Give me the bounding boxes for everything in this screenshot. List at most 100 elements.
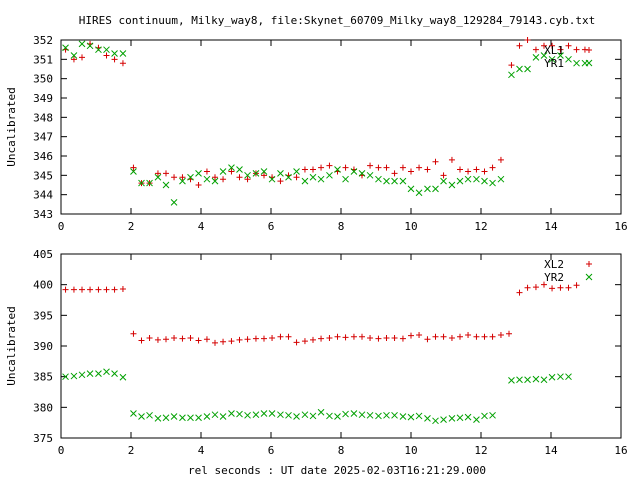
data-point-yr2 (557, 373, 564, 381)
x-tick-label: 12 (474, 444, 487, 457)
legend-marker-yr1 (585, 59, 593, 67)
data-point-yr2 (86, 370, 94, 377)
y-axis-label: Uncalibrated (5, 306, 18, 385)
data-point-yr1 (334, 166, 341, 173)
data-point-xl2 (163, 336, 169, 343)
data-point-xl1 (293, 174, 300, 181)
y-tick-label: 349 (33, 92, 53, 105)
data-point-xl2 (573, 282, 580, 289)
data-point-yr1 (424, 185, 431, 193)
data-point-yr2 (424, 415, 431, 422)
legend-marker-xl2 (586, 261, 592, 267)
chart-title: HIRES continuum, Milky_way8, file:Skynet… (79, 14, 596, 27)
data-point-yr1 (130, 168, 137, 175)
data-point-xl2 (524, 284, 531, 291)
data-point-yr1 (195, 170, 202, 177)
data-point-xl2 (457, 333, 463, 340)
data-point-xl1 (79, 54, 85, 61)
data-point-xl2 (195, 337, 202, 344)
data-point-xl2 (350, 333, 357, 340)
y-tick-label: 347 (33, 131, 53, 144)
data-point-yr2 (432, 417, 439, 425)
x-tick-label: 16 (614, 220, 627, 233)
data-point-xl2 (326, 335, 333, 342)
data-point-yr1 (138, 179, 145, 187)
data-point-xl2 (506, 330, 512, 337)
data-point-xl1 (573, 46, 580, 53)
data-point-xl2 (565, 284, 572, 291)
data-point-xl2 (277, 333, 284, 340)
x-tick-label: 2 (128, 444, 135, 457)
data-point-xl1 (532, 46, 539, 53)
data-point-yr1 (366, 171, 374, 179)
y-tick-label: 345 (33, 169, 53, 182)
data-point-xl2 (111, 286, 118, 293)
x-tick-label: 14 (544, 220, 558, 233)
x-tick-label: 0 (58, 220, 65, 233)
data-point-xl2 (261, 335, 267, 342)
data-point-xl1 (432, 158, 439, 165)
data-point-xl2 (391, 335, 398, 342)
data-point-xl2 (465, 331, 472, 338)
data-point-yr2 (440, 416, 447, 423)
data-point-yr2 (211, 411, 219, 419)
data-point-yr1 (489, 179, 496, 187)
data-point-yr1 (317, 175, 325, 183)
x-tick-label: 4 (198, 220, 205, 233)
data-point-yr1 (170, 199, 178, 206)
data-point-xl1 (70, 56, 77, 63)
data-point-xl1 (326, 162, 333, 169)
data-point-yr1 (432, 185, 439, 193)
data-point-xl1 (465, 168, 472, 175)
data-point-yr1 (383, 177, 390, 185)
data-point-xl2 (79, 286, 85, 293)
data-point-yr2 (415, 412, 423, 420)
data-point-xl2 (171, 335, 178, 342)
data-point-yr1 (78, 40, 86, 48)
data-point-yr1 (162, 181, 170, 189)
data-point-yr2 (464, 413, 472, 421)
data-point-xl1 (457, 166, 463, 173)
data-point-xl2 (146, 335, 153, 342)
y-tick-label: 390 (33, 340, 53, 353)
data-point-yr1 (219, 168, 227, 175)
data-point-xl1 (220, 176, 227, 183)
x-tick-label: 6 (268, 220, 275, 233)
data-point-yr1 (448, 181, 456, 189)
data-point-xl2 (95, 286, 102, 293)
data-point-yr2 (342, 410, 349, 418)
data-point-xl1 (473, 166, 480, 173)
data-point-yr2 (516, 376, 523, 384)
data-point-xl2 (497, 331, 504, 338)
data-point-xl1 (277, 178, 284, 185)
data-point-yr1 (565, 55, 572, 63)
data-point-xl1 (440, 172, 447, 179)
data-point-yr2 (195, 414, 202, 422)
data-point-yr2 (383, 411, 390, 419)
data-point-xl2 (481, 333, 488, 340)
x-tick-label: 6 (268, 444, 275, 457)
data-point-yr1 (95, 46, 102, 54)
data-point-yr1 (326, 171, 333, 179)
data-point-xl2 (228, 338, 235, 345)
data-point-yr1 (516, 65, 523, 73)
data-point-yr2 (448, 415, 456, 422)
data-point-yr1 (70, 52, 78, 59)
data-point-xl1 (310, 166, 316, 173)
data-point-yr1 (557, 52, 564, 59)
data-point-xl2 (416, 331, 423, 338)
y-tick-label: 348 (33, 111, 53, 124)
data-point-yr2 (260, 410, 268, 417)
data-point-yr1 (244, 171, 251, 179)
lower-panel-xl2-yr2: 0 2 4 6 8 10 12 14 16 375 380 385 390 395 400 405 Uncali… (5, 248, 628, 457)
data-point-xl2 (103, 286, 110, 293)
data-point-xl2 (179, 335, 186, 342)
data-point-yr1 (456, 177, 464, 185)
data-point-yr2 (111, 370, 118, 377)
data-point-xl2 (236, 336, 243, 343)
data-point-yr1 (309, 173, 317, 181)
data-point-xl1 (171, 174, 178, 181)
data-point-yr2 (70, 372, 78, 380)
y-tick-label: 400 (33, 279, 53, 292)
x-tick-label: 4 (198, 444, 205, 457)
